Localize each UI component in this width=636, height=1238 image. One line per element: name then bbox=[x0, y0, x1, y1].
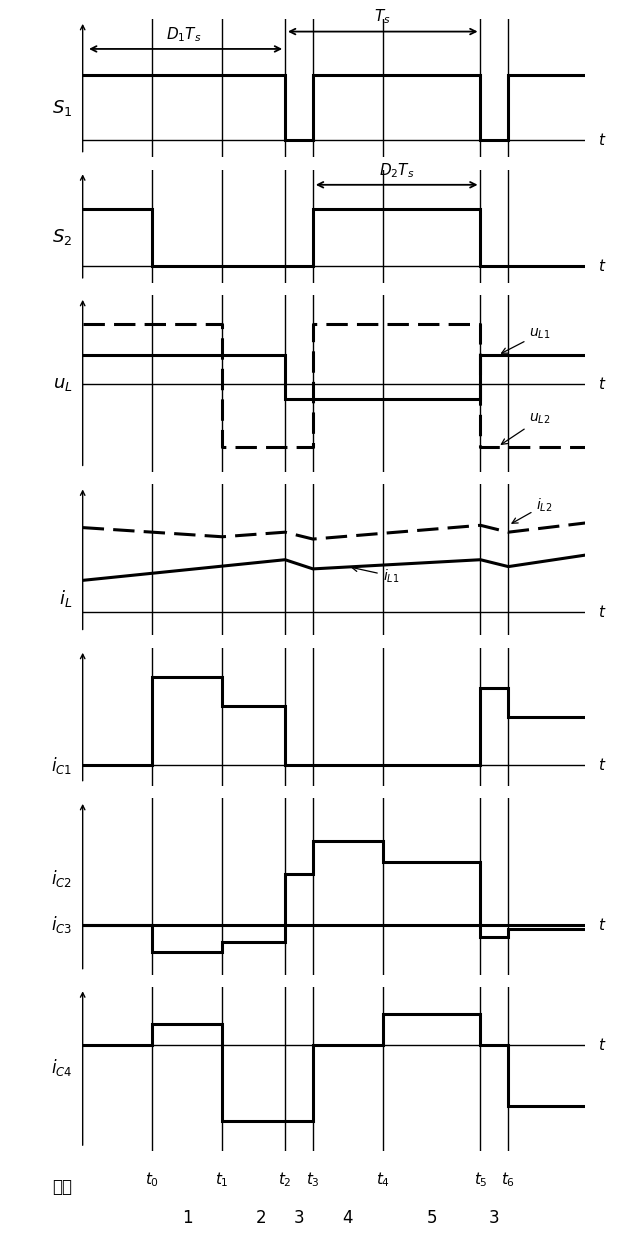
Text: $i_L$: $i_L$ bbox=[59, 588, 73, 609]
Text: $t_0$: $t_0$ bbox=[146, 1170, 160, 1190]
Text: $i_{L1}$: $i_{L1}$ bbox=[352, 566, 399, 584]
Text: 3: 3 bbox=[489, 1208, 500, 1227]
Text: $t$: $t$ bbox=[598, 258, 606, 274]
Text: $S_1$: $S_1$ bbox=[52, 98, 73, 118]
Text: 2: 2 bbox=[255, 1208, 266, 1227]
Text: $S_2$: $S_2$ bbox=[52, 228, 73, 248]
Text: $u_{L1}$: $u_{L1}$ bbox=[502, 327, 551, 353]
Text: 4: 4 bbox=[343, 1208, 353, 1227]
Text: 5: 5 bbox=[426, 1208, 437, 1227]
Text: $T_s$: $T_s$ bbox=[375, 7, 391, 26]
Text: 1: 1 bbox=[182, 1208, 193, 1227]
Text: $t$: $t$ bbox=[598, 758, 606, 774]
Text: $t_5$: $t_5$ bbox=[474, 1170, 487, 1190]
Text: $t_1$: $t_1$ bbox=[216, 1170, 229, 1190]
Text: $i_{C4}$: $i_{C4}$ bbox=[51, 1057, 73, 1078]
Text: $t_6$: $t_6$ bbox=[501, 1170, 515, 1190]
Text: $u_{L2}$: $u_{L2}$ bbox=[501, 411, 551, 444]
Text: $t$: $t$ bbox=[598, 604, 606, 620]
Text: $t$: $t$ bbox=[598, 916, 606, 932]
Text: 模态: 模态 bbox=[52, 1179, 73, 1196]
Text: $t_3$: $t_3$ bbox=[306, 1170, 320, 1190]
Text: $t_2$: $t_2$ bbox=[278, 1170, 292, 1190]
Text: $t$: $t$ bbox=[598, 375, 606, 391]
Text: $i_{C1}$: $i_{C1}$ bbox=[51, 755, 73, 776]
Text: $i_{C3}$: $i_{C3}$ bbox=[51, 914, 73, 935]
Text: $D_1T_s$: $D_1T_s$ bbox=[166, 25, 202, 43]
Text: $i_{C2}$: $i_{C2}$ bbox=[52, 868, 73, 889]
Text: $i_{L2}$: $i_{L2}$ bbox=[512, 496, 553, 524]
Text: $t$: $t$ bbox=[598, 132, 606, 149]
Text: $t$: $t$ bbox=[598, 1036, 606, 1052]
Text: $D_2T_s$: $D_2T_s$ bbox=[379, 162, 415, 181]
Text: 3: 3 bbox=[294, 1208, 304, 1227]
Text: $t_4$: $t_4$ bbox=[376, 1170, 390, 1190]
Text: $u_L$: $u_L$ bbox=[53, 375, 73, 392]
